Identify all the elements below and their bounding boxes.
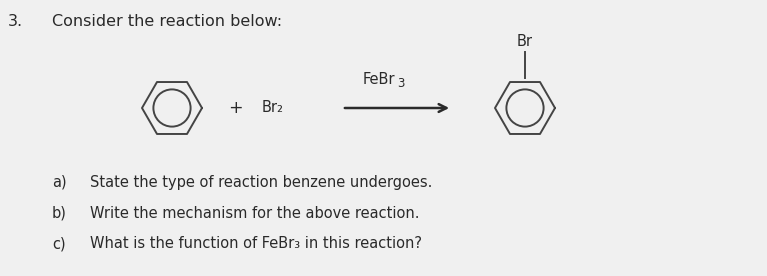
Text: a): a) [52,174,67,190]
Text: c): c) [52,237,66,251]
Text: Consider the reaction below:: Consider the reaction below: [52,14,282,29]
Text: +: + [228,99,242,117]
Text: Write the mechanism for the above reaction.: Write the mechanism for the above reacti… [90,206,420,221]
Text: Br₂: Br₂ [262,100,284,115]
Text: Br: Br [517,34,533,49]
Text: State the type of reaction benzene undergoes.: State the type of reaction benzene under… [90,174,433,190]
Text: b): b) [52,206,67,221]
Text: 3.: 3. [8,14,23,29]
Text: 3: 3 [397,77,404,90]
Text: FeBr: FeBr [363,72,395,87]
Text: What is the function of FeBr₃ in this reaction?: What is the function of FeBr₃ in this re… [90,237,422,251]
